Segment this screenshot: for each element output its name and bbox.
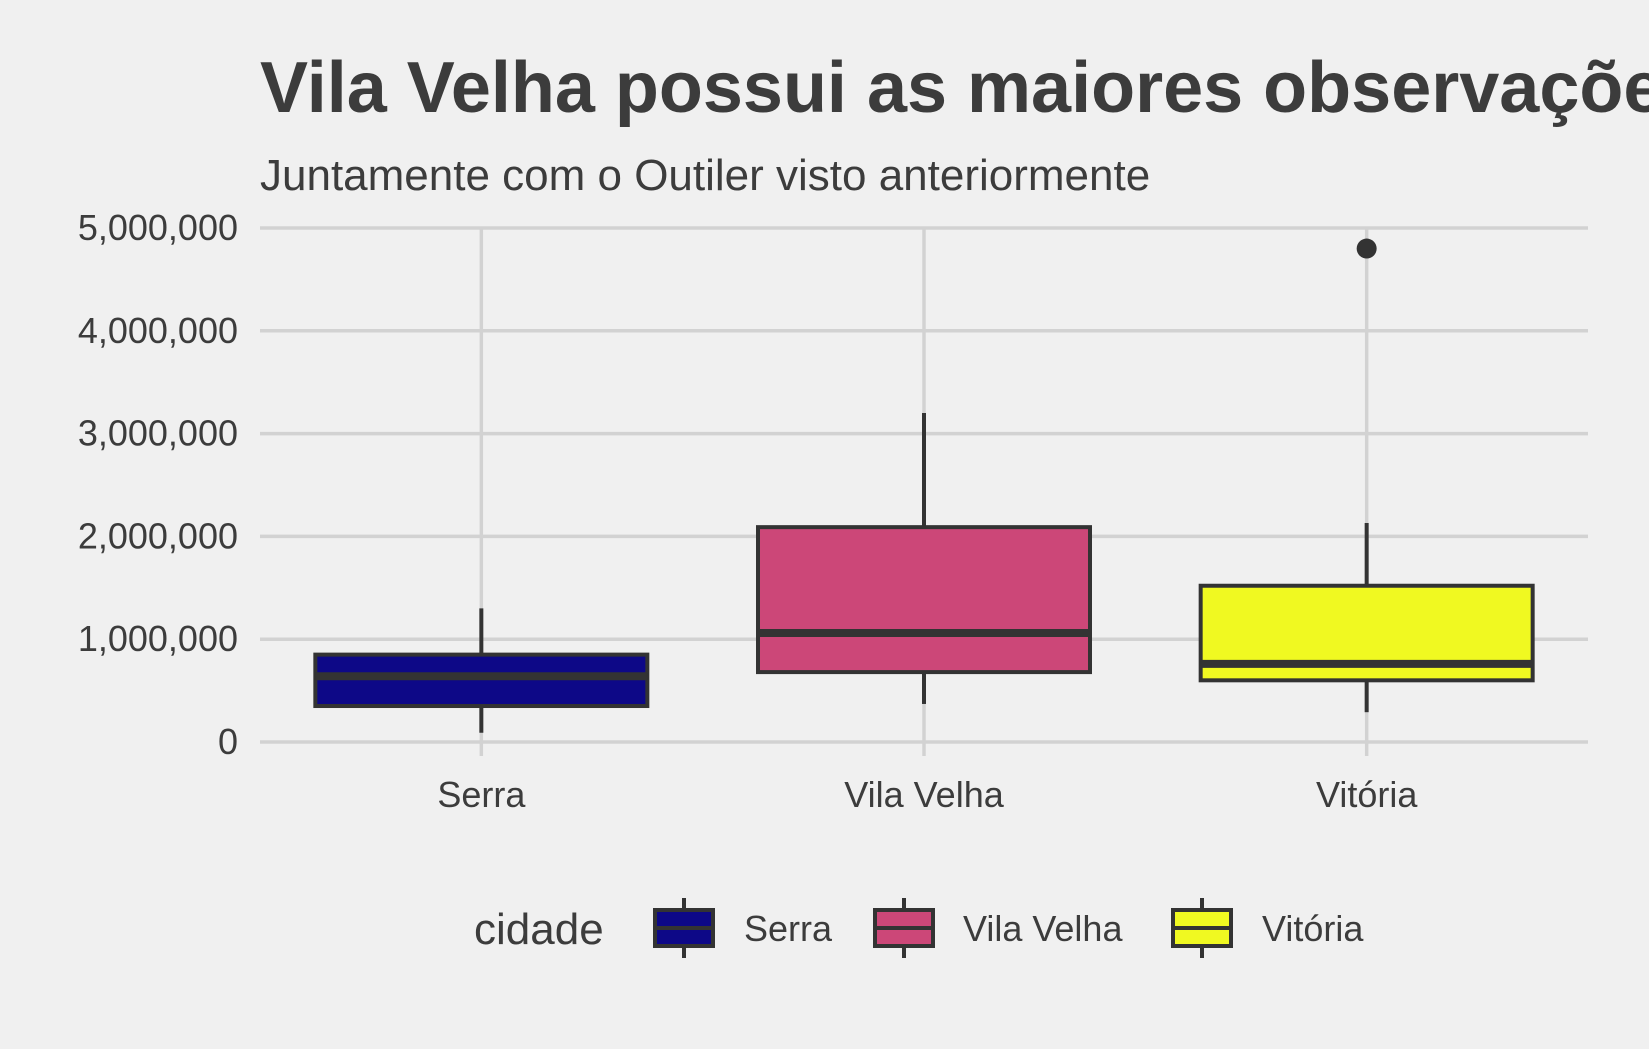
box-iqr	[313, 652, 650, 709]
y-tick-label: 1,000,000	[78, 618, 238, 659]
legend-title: cidade	[474, 905, 604, 954]
y-tick-label: 3,000,000	[78, 413, 238, 454]
legend-item-serra: Serra	[653, 898, 833, 958]
y-tick-label: 5,000,000	[78, 207, 238, 248]
chart-subtitle: Juntamente com o Outiler visto anteriorm…	[260, 151, 1150, 200]
chart-title: Vila Velha possui as maiores observações	[260, 48, 1649, 128]
y-tick-label: 0	[218, 721, 238, 762]
legend-item-vila-velha: Vila Velha	[873, 898, 1123, 958]
box-serra	[313, 608, 650, 733]
box-vit-ria	[1198, 238, 1535, 713]
y-tick-label: 4,000,000	[78, 310, 238, 351]
legend-label: Vitória	[1262, 908, 1364, 949]
y-tick-label: 2,000,000	[78, 515, 238, 556]
box-iqr	[756, 525, 1092, 675]
x-tick-label: Serra	[437, 774, 526, 815]
x-tick-label: Vitória	[1316, 774, 1418, 815]
x-tick-label: Vila Velha	[844, 774, 1004, 815]
legend-item-vit-ria: Vitória	[1171, 898, 1364, 958]
outlier-point	[1356, 238, 1377, 259]
legend-label: Serra	[744, 908, 833, 949]
box-vila-velha	[756, 413, 1092, 704]
legend-label: Vila Velha	[963, 908, 1123, 949]
